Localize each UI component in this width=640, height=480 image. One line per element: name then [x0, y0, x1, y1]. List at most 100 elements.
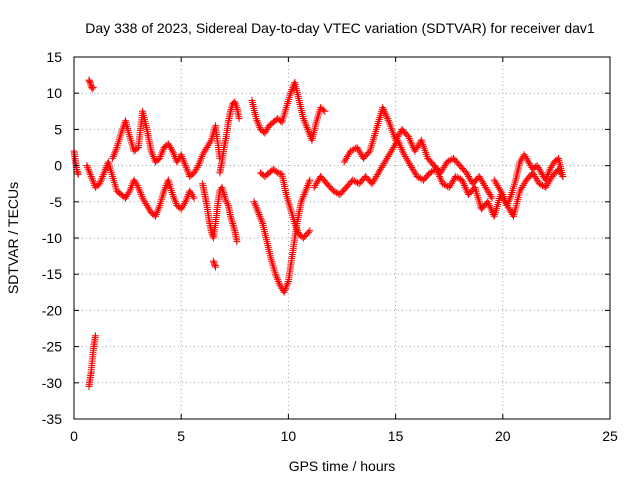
data-point — [303, 183, 311, 191]
data-point — [147, 147, 155, 155]
x-tick-label: 5 — [177, 428, 185, 444]
y-tick-label: -20 — [42, 302, 62, 318]
data-point — [411, 147, 419, 155]
data-point — [477, 176, 485, 184]
data-point — [305, 178, 313, 186]
data-point — [136, 187, 144, 195]
data-point — [535, 180, 543, 188]
data-point — [228, 218, 236, 226]
data-point — [84, 165, 92, 173]
series-arc-2 — [85, 76, 97, 93]
data-point — [195, 160, 203, 168]
data-point — [280, 288, 288, 296]
data-point — [123, 192, 131, 200]
data-point — [137, 191, 145, 199]
data-point — [415, 173, 423, 181]
data-point — [251, 200, 259, 208]
data-point — [109, 154, 117, 162]
data-point — [190, 169, 198, 177]
data-point — [443, 158, 451, 166]
data-point — [220, 189, 228, 197]
data-point — [380, 107, 388, 115]
data-point — [402, 154, 410, 162]
data-point — [545, 178, 553, 186]
data-point — [406, 136, 414, 144]
data-point — [274, 276, 282, 284]
data-point — [518, 183, 526, 191]
data-point — [159, 147, 167, 155]
data-point — [89, 176, 97, 184]
data-point — [133, 182, 141, 190]
data-point — [135, 185, 143, 193]
data-point — [406, 160, 414, 168]
data-point — [86, 78, 94, 86]
data-point — [310, 183, 318, 191]
data-point — [437, 169, 445, 177]
data-point — [74, 169, 82, 177]
data-point — [87, 172, 95, 180]
data-point — [203, 144, 211, 151]
data-point — [495, 183, 503, 191]
data-point — [533, 176, 541, 184]
data-point — [297, 198, 305, 206]
data-point — [89, 178, 97, 186]
data-point — [413, 172, 421, 180]
data-point — [158, 149, 166, 157]
data-point — [133, 145, 141, 153]
data-point — [186, 187, 194, 195]
data-point — [142, 200, 150, 208]
series-arc-10 — [250, 176, 314, 296]
data-point — [380, 160, 388, 168]
data-point — [388, 145, 396, 153]
data-point — [149, 153, 157, 161]
data-point — [441, 162, 449, 170]
data-point — [263, 125, 271, 133]
data-point — [481, 182, 489, 190]
series-arc-14 — [490, 151, 567, 209]
data-point — [373, 171, 381, 179]
data-point — [154, 205, 162, 213]
data-point — [178, 203, 186, 211]
data-point — [534, 163, 542, 171]
data-point — [254, 120, 262, 128]
data-point — [521, 153, 529, 161]
data-point — [201, 147, 209, 155]
data-point — [341, 156, 349, 164]
data-point — [101, 165, 109, 173]
data-point — [354, 179, 362, 187]
data-point — [229, 220, 237, 228]
data-point — [218, 183, 226, 191]
data-point — [169, 147, 177, 155]
data-point — [179, 156, 187, 164]
data-point — [311, 182, 319, 190]
data-point — [100, 169, 108, 177]
data-point — [329, 187, 337, 195]
data-point — [255, 210, 263, 218]
data-point — [227, 214, 235, 222]
data-point — [498, 189, 506, 197]
data-point — [413, 144, 421, 151]
data-point — [205, 140, 213, 148]
data-point — [143, 201, 151, 209]
data-point — [520, 180, 528, 188]
data-point — [96, 180, 104, 188]
data-point — [293, 225, 301, 233]
data-point — [411, 169, 419, 177]
data-point — [542, 183, 550, 191]
data-point — [398, 145, 406, 153]
data-point — [145, 205, 153, 213]
x-tick-label: 20 — [495, 428, 511, 444]
data-point — [157, 151, 165, 159]
data-point — [478, 178, 486, 186]
data-point — [440, 163, 448, 171]
chart-title: Day 338 of 2023, Sidereal Day-to-day VTE… — [85, 20, 595, 36]
data-point — [257, 216, 265, 224]
data-point — [202, 145, 210, 153]
x-tick-label: 0 — [70, 428, 78, 444]
data-point — [84, 163, 92, 171]
data-point — [395, 140, 403, 148]
data-point — [343, 153, 351, 161]
data-point — [385, 151, 393, 159]
data-point — [396, 142, 404, 150]
data-point — [537, 169, 545, 177]
